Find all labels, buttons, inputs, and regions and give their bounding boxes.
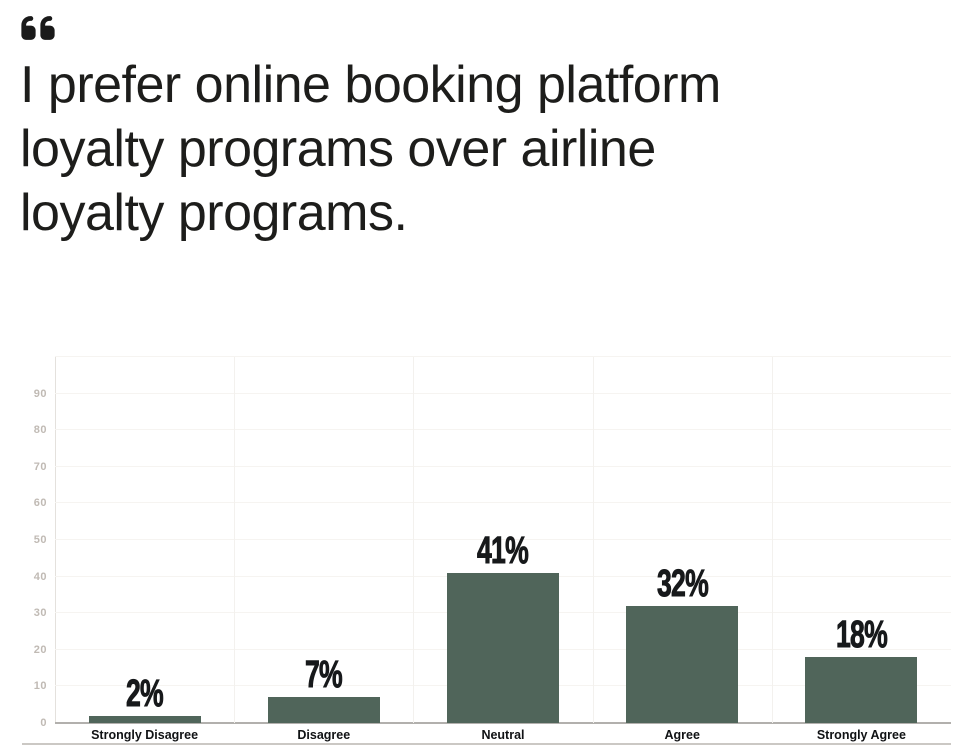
gridline-horizontal [55,356,951,357]
y-axis-tick-label: 60 [33,497,47,510]
gridline-vertical [234,357,236,723]
y-axis-tick-label: 40 [33,570,47,583]
y-axis-tick-label: 20 [33,643,47,656]
bar-strongly-agree [805,657,918,723]
y-axis-tick-label: 80 [33,424,47,437]
y-axis-line [55,357,56,723]
y-axis-tick-label: 70 [33,460,47,473]
bar-value-text: 32% [656,562,709,605]
category-label: Neutral [481,728,525,742]
gridline-vertical [592,357,594,723]
y-axis-tick-label: 90 [33,387,47,400]
bar-value-label: 32% [593,562,772,605]
gridline-horizontal [55,429,951,431]
page-title: I prefer online booking platform loyalty… [20,53,920,245]
bar-value-label: 18% [772,614,951,657]
title-line-1: I prefer online booking platform [20,56,721,114]
bar-value-text: 18% [835,614,888,657]
category-label: Agree [664,728,700,742]
bar-value-label: 7% [234,654,413,697]
gridline-horizontal [55,465,951,467]
y-axis-tick-label: 10 [33,680,47,693]
bar-value-text: 41% [477,529,530,572]
bar-strongly-disagree [88,715,201,723]
y-axis-tick-label: 0 [40,717,47,729]
bar-chart-plot-area: 0 10 20 30 40 50 60 70 80 90 2% Strongly Disagree 7%… [34,356,951,742]
title-line-3: loyalty programs. [20,184,408,242]
gridline-vertical [413,357,415,723]
category-label: Disagree [297,728,351,742]
quote-left-icon [21,16,55,40]
bar-neutral [447,572,559,723]
bar-value-text: 7% [305,654,343,697]
category-label: Strongly Disagree [91,728,199,742]
bar-agree [626,605,739,723]
bar-value-text: 2% [126,672,164,715]
gridline-horizontal [55,539,951,540]
bar-value-label: 41% [413,529,592,572]
y-axis-tick-label: 30 [33,607,47,620]
gridline-vertical [771,357,773,723]
gridline-horizontal [55,502,951,504]
x-axis-baseline [55,722,951,724]
bar-value-label: 2% [55,672,234,715]
bottom-divider [22,743,951,745]
bar-disagree [267,697,380,723]
y-axis-tick-label: 50 [33,534,47,546]
category-label: Strongly Agree [816,728,906,742]
gridline-horizontal [55,392,951,394]
title-line-2: loyalty programs over airline [20,120,656,178]
